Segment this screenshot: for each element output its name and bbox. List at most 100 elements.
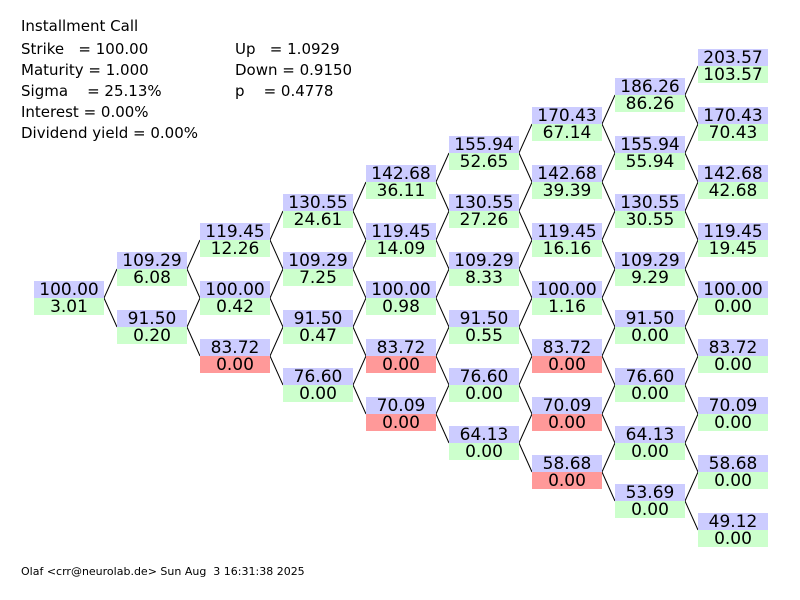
edge [518, 442, 533, 473]
price: 109.29 [122, 251, 181, 271]
price: 70.09 [543, 396, 592, 416]
parameter: Maturity = 1.000 [21, 61, 149, 79]
price-box [698, 281, 768, 298]
value-box [698, 182, 768, 199]
value-box [698, 240, 768, 257]
edge [269, 210, 284, 241]
footer: Olaf <crr@neurolab.de> Sun Aug 3 16:31:3… [21, 565, 305, 578]
price: 70.09 [709, 396, 758, 416]
edge [518, 152, 533, 183]
edge [435, 384, 450, 415]
edge [684, 152, 699, 183]
option-value: 0.20 [133, 326, 171, 346]
price: 100.00 [703, 280, 762, 300]
value-box [532, 472, 602, 489]
price: 170.43 [703, 106, 762, 126]
price-box [615, 426, 685, 443]
option-value: 0.00 [548, 471, 586, 491]
edge [601, 442, 616, 473]
edge [601, 297, 616, 328]
edge [269, 239, 284, 270]
price: 142.68 [703, 164, 762, 184]
option-value: 1.16 [548, 297, 586, 317]
price: 83.72 [377, 338, 426, 358]
price-box [698, 107, 768, 124]
price-box [449, 136, 519, 153]
option-value: 0.00 [465, 384, 503, 404]
option-value: 0.00 [382, 355, 420, 375]
price-box [117, 252, 187, 269]
price-box [615, 136, 685, 153]
edge [601, 413, 616, 444]
edge [684, 413, 699, 444]
price-box [615, 252, 685, 269]
price-box [366, 223, 436, 240]
price: 70.09 [377, 396, 426, 416]
edge [352, 268, 367, 299]
price-box [615, 368, 685, 385]
option-value: 0.00 [465, 442, 503, 462]
edge [601, 181, 616, 212]
option-value: 7.25 [299, 268, 337, 288]
price: 100.00 [537, 280, 596, 300]
edge [601, 326, 616, 357]
option-value: 6.08 [133, 268, 171, 288]
title: Installment Call [21, 17, 138, 35]
option-value: 70.43 [709, 123, 758, 143]
price-box [366, 397, 436, 414]
price-box [532, 281, 602, 298]
price: 142.68 [537, 164, 596, 184]
edge [601, 471, 616, 502]
edge [435, 326, 450, 357]
value-box [615, 153, 685, 170]
price: 100.00 [39, 280, 98, 300]
edge [186, 297, 201, 328]
option-value: 24.61 [294, 210, 343, 230]
parameter: Down = 0.9150 [235, 61, 352, 79]
price: 109.29 [288, 251, 347, 271]
price-box [283, 368, 353, 385]
edge [518, 268, 533, 299]
price-box [615, 484, 685, 501]
edge [684, 210, 699, 241]
price-box [34, 281, 104, 298]
edge [518, 326, 533, 357]
price: 58.68 [543, 454, 592, 474]
value-box [449, 269, 519, 286]
value-box [615, 327, 685, 344]
price: 170.43 [537, 106, 596, 126]
edge [103, 268, 118, 299]
price-box [615, 194, 685, 211]
price-box [615, 78, 685, 95]
edge [518, 384, 533, 415]
edge [601, 210, 616, 241]
option-value: 0.00 [714, 297, 752, 317]
edge [518, 181, 533, 212]
value-box [283, 211, 353, 228]
edge [684, 123, 699, 154]
option-value: 0.00 [714, 471, 752, 491]
value-box [449, 153, 519, 170]
price-box [698, 339, 768, 356]
price: 119.45 [537, 222, 596, 242]
option-value: 0.00 [299, 384, 337, 404]
value-box [532, 414, 602, 431]
price: 76.60 [626, 367, 675, 387]
price-box [698, 165, 768, 182]
edge [352, 239, 367, 270]
value-box [283, 269, 353, 286]
edge [684, 181, 699, 212]
option-value: 67.14 [543, 123, 592, 143]
option-value: 42.68 [709, 181, 758, 201]
price-box [698, 397, 768, 414]
option-value: 0.00 [216, 355, 254, 375]
edge [684, 297, 699, 328]
option-value: 30.55 [626, 210, 675, 230]
value-box [34, 298, 104, 315]
value-box [698, 124, 768, 141]
parameter: p = 0.4778 [235, 82, 333, 100]
option-value: 0.00 [714, 413, 752, 433]
parameter: Dividend yield = 0.00% [21, 124, 198, 142]
price: 203.57 [703, 48, 762, 68]
option-value: 0.00 [548, 355, 586, 375]
